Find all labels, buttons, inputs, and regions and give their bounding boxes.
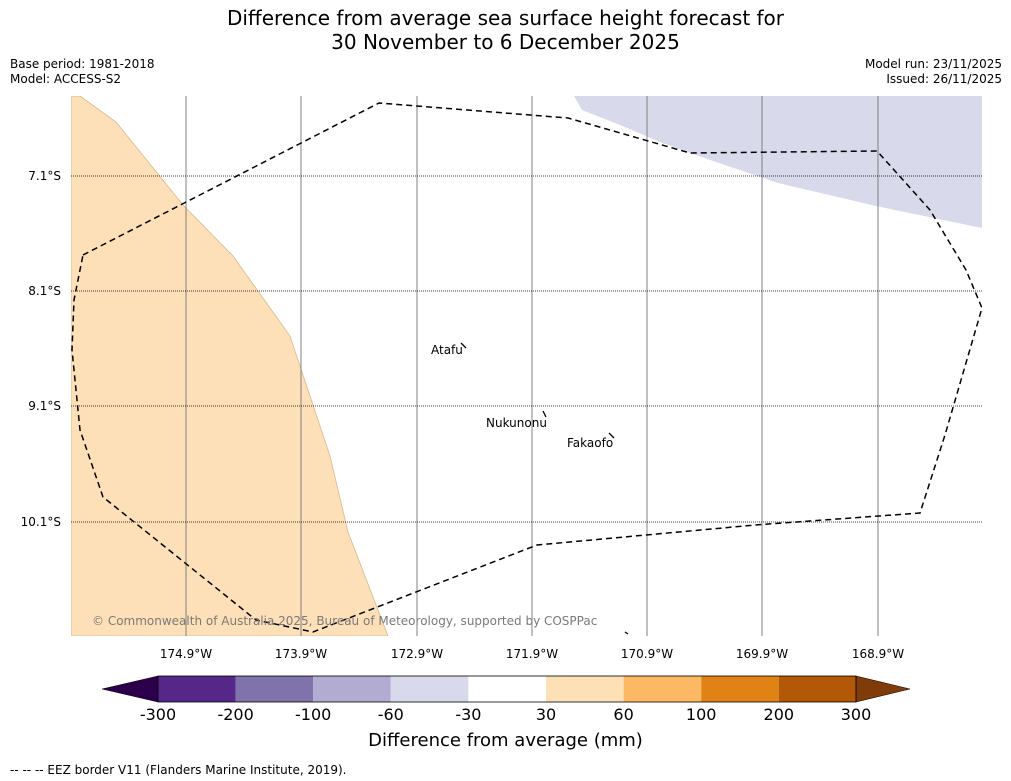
title-line-1: Difference from average sea surface heig… (226, 6, 785, 30)
colorbar-tick-label: 300 (840, 705, 872, 724)
map-area (71, 96, 982, 636)
colorbar-tick-label: -200 (217, 705, 254, 724)
model-run: Model run: 23/11/2025 (864, 57, 1002, 71)
colorbar-tick-label: -60 (377, 705, 404, 724)
place-label-atafu: Atafu (431, 343, 463, 357)
colorbar-outline (157, 675, 857, 703)
colorbar-bin (623, 676, 702, 702)
model-name: Model: ACCESS-S2 (10, 72, 122, 86)
lon-label: 173.9°W (274, 647, 328, 661)
colorbar-bin (235, 676, 314, 702)
copyright-notice: © Commonwealth of Australia 2025, Bureau… (92, 614, 598, 628)
colorbar-tick-label: 60 (613, 705, 634, 724)
title-line-2: 30 November to 6 December 2025 (331, 30, 680, 54)
lon-label: 172.9°W (390, 647, 444, 661)
lon-label: 171.9°W (505, 647, 559, 661)
colorbar-extend-max (855, 675, 911, 703)
lon-label: 169.9°W (735, 647, 789, 661)
colorbar-bin (546, 676, 624, 702)
colorbar-bin (778, 676, 857, 702)
base-period: Base period: 1981-2018 (10, 57, 155, 71)
longitude-grid (185, 96, 879, 636)
colorbar-bin (701, 676, 779, 702)
lat-label: 7.1°S (28, 169, 61, 183)
meta-right: Model run: 23/11/2025 Issued: 26/11/2025 (865, 57, 1002, 87)
colorbar-tick-label: -100 (295, 705, 332, 724)
lon-label: 168.9°W (851, 647, 905, 661)
colorbar (101, 675, 911, 703)
lat-label: 8.1°S (28, 284, 61, 298)
colorbar-tick-label: 100 (685, 705, 717, 724)
place-label-fakaofo: Fakaofo (567, 436, 614, 450)
chart-title: Difference from average sea surface heig… (0, 6, 1011, 54)
lon-label: 174.9°W (159, 647, 213, 661)
colorbar-label: Difference from average (mm) (368, 730, 643, 751)
colorbar-tick-label: 200 (763, 705, 795, 724)
islands (460, 342, 629, 635)
colorbar-tick-label: -300 (139, 705, 177, 724)
small-island-shape (624, 631, 629, 635)
colorbar-bin (468, 676, 546, 702)
lat-label: 9.1°S (28, 399, 61, 413)
colorbar-tick-label: 30 (535, 705, 557, 724)
negative-anomaly-region (574, 96, 982, 228)
colorbar-extend-min (101, 675, 159, 703)
eez-footnote: -- -- -- EEZ border V11 (Flanders Marine… (10, 763, 347, 777)
lon-label: 170.9°W (620, 647, 674, 661)
positive-anomaly-region (71, 96, 389, 636)
atafu-island-shape (460, 342, 467, 349)
meta-left: Base period: 1981-2018 Model: ACCESS-S2 (10, 57, 155, 87)
fakaofo-island-shape (608, 432, 615, 439)
eez-border (71, 102, 982, 633)
colorbar-bin (390, 676, 469, 702)
colorbar-bin (158, 676, 236, 702)
nukunonu-island-shape (542, 410, 547, 418)
lat-label: 10.1°S (20, 515, 61, 529)
colorbar-bin (313, 676, 391, 702)
issued-date: Issued: 26/11/2025 (886, 72, 1002, 86)
colorbar-tick-label: -30 (455, 705, 482, 724)
place-label-nukunonu: Nukunonu (486, 416, 547, 430)
